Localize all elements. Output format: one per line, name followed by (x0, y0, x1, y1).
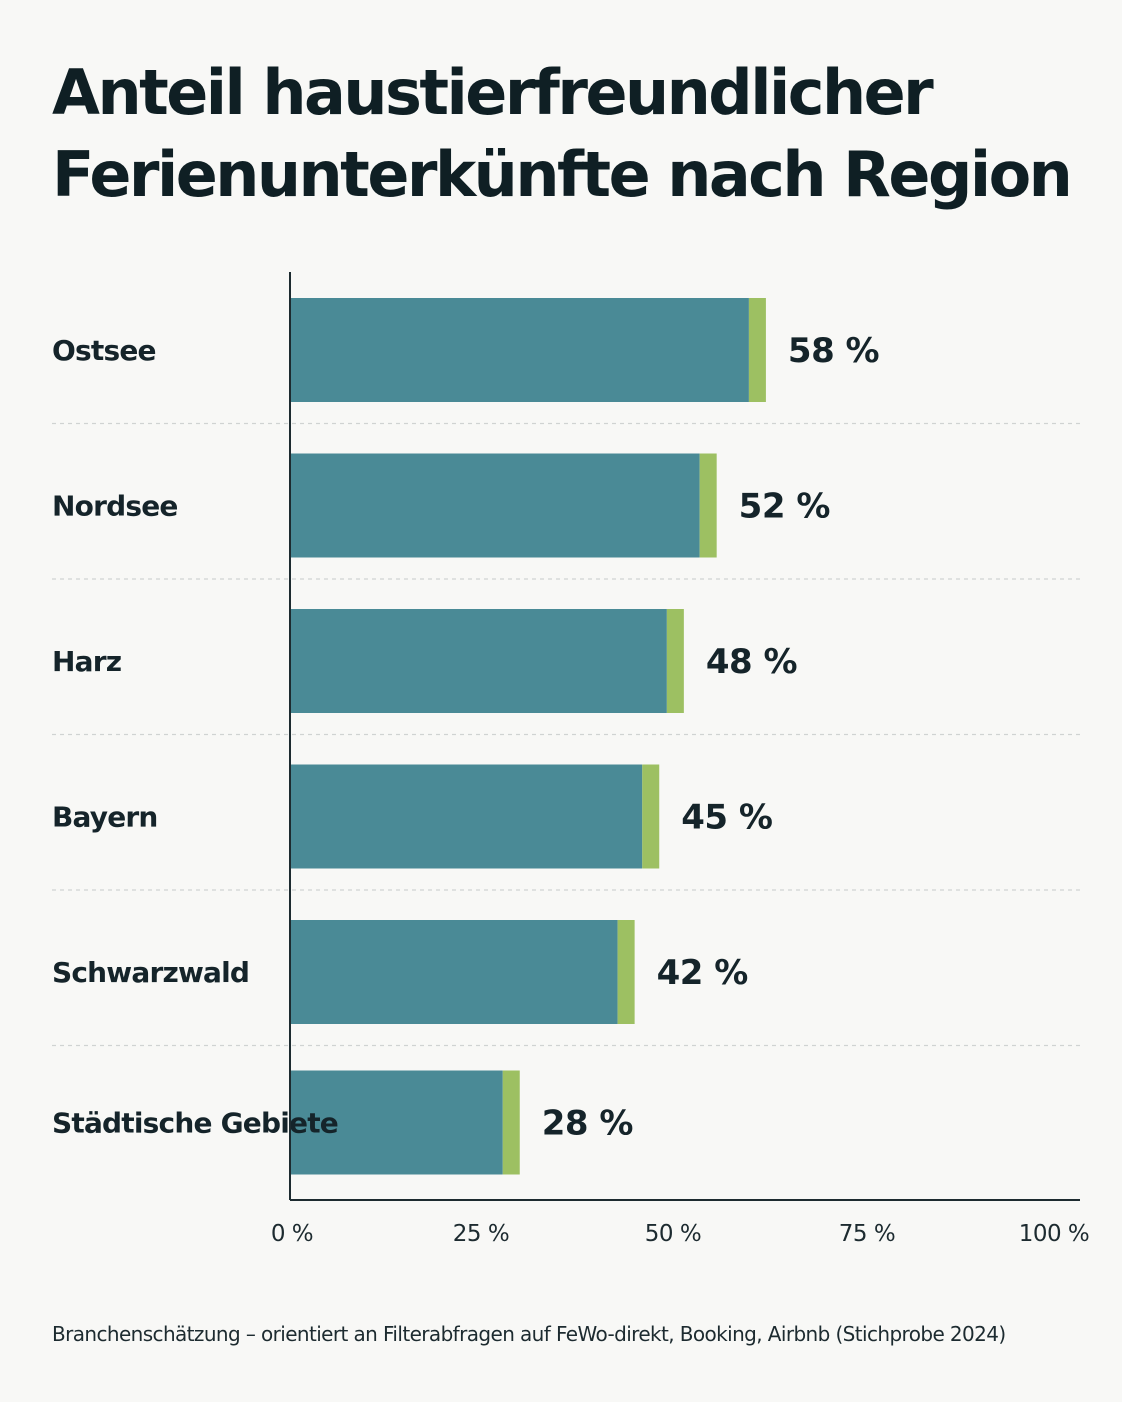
category-label: Schwarzwald (52, 956, 249, 989)
bar (290, 1070, 503, 1175)
bar (290, 453, 700, 558)
category-label: Nordsee (52, 490, 178, 523)
bar (290, 609, 667, 713)
bar (290, 920, 618, 1024)
category-label: Städtische Gebiete (52, 1107, 338, 1140)
bar (290, 764, 643, 869)
x-tick-label: 0 % (271, 1221, 313, 1247)
chart-title: Anteil haustierfreundlicher Ferienunterk… (52, 56, 1073, 211)
bar-cap (666, 609, 684, 713)
value-label: 52 % (739, 487, 830, 527)
x-tick-label: 50 % (645, 1221, 701, 1247)
value-label: 48 % (706, 642, 797, 682)
bar-cap (699, 453, 717, 558)
bar-cap (502, 1070, 520, 1175)
category-label: Harz (52, 645, 121, 678)
value-label: 45 % (681, 798, 772, 838)
category-label: Ostsee (52, 334, 156, 367)
x-tick-label: 25 % (453, 1221, 509, 1247)
bar-cap (748, 298, 766, 402)
value-label: 42 % (657, 953, 748, 993)
x-tick-label: 100 % (1019, 1221, 1090, 1247)
bar-chart: Ostsee 58 % Nordsee 52 % Harz 48 % Bayern 45 % S… (52, 272, 1090, 1247)
value-label: 58 % (788, 331, 879, 371)
bar (290, 298, 749, 402)
x-tick-label: 75 % (839, 1221, 895, 1247)
value-label: 28 % (542, 1104, 633, 1144)
category-label: Bayern (52, 801, 158, 834)
bar-cap (617, 920, 635, 1024)
source-footnote: Branchenschätzung – orientiert an Filter… (52, 1322, 1006, 1346)
bar-cap (642, 764, 660, 869)
